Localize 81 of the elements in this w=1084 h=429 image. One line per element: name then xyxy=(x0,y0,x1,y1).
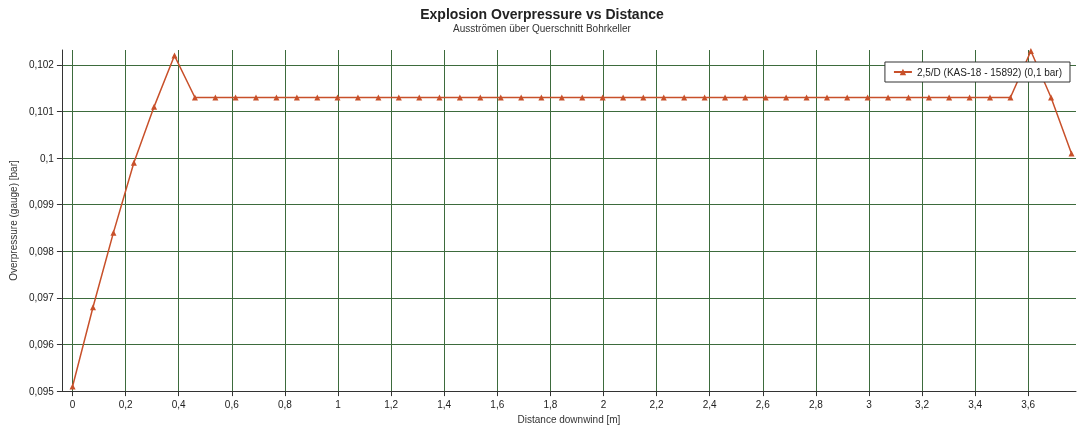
point xyxy=(1068,150,1075,157)
point xyxy=(905,94,912,101)
y-tick-label: 0,098 xyxy=(28,245,55,257)
point xyxy=(416,94,423,101)
point xyxy=(538,94,545,101)
point xyxy=(844,94,851,101)
x-axis-title: Distance downwind [m] xyxy=(517,413,621,425)
point xyxy=(456,94,463,101)
x-tick-label: 0,4 xyxy=(171,398,187,410)
point xyxy=(742,94,749,101)
x-tick-label: 3,6 xyxy=(1021,398,1036,410)
point xyxy=(191,94,198,101)
x-tick-label: 1,2 xyxy=(384,398,399,410)
x-tick-label: 1 xyxy=(335,398,342,410)
x-tick-label: 0,2 xyxy=(118,398,134,410)
point xyxy=(334,94,341,101)
point xyxy=(579,94,586,101)
x-tick-label: 3,4 xyxy=(968,398,983,410)
point xyxy=(314,94,321,101)
point xyxy=(130,159,137,166)
point xyxy=(925,94,932,101)
point xyxy=(212,94,219,101)
y-tick-label: 0,096 xyxy=(28,339,55,350)
point xyxy=(986,94,993,101)
point xyxy=(354,94,361,101)
x-tick-label: 2 xyxy=(600,398,607,410)
x-tick-label: 2,6 xyxy=(755,398,771,410)
point xyxy=(701,94,708,101)
x-tick-label: 1,6 xyxy=(490,398,505,410)
y-tick-label: 0,1 xyxy=(40,152,55,164)
point xyxy=(171,52,178,59)
point xyxy=(497,94,504,101)
y-tick-label: 0,101 xyxy=(28,106,55,118)
point xyxy=(558,94,565,101)
x-tick-label: 1,8 xyxy=(543,398,558,410)
point xyxy=(1048,94,1055,101)
point xyxy=(273,94,280,101)
point xyxy=(599,94,606,101)
point xyxy=(681,94,688,101)
point xyxy=(1007,94,1014,101)
point xyxy=(89,304,96,311)
y-tick-label: 0,102 xyxy=(28,59,55,71)
point xyxy=(823,94,830,101)
legend-label: 2,5/D (KAS-18 - 15892) (0,1 bar) xyxy=(916,66,1063,78)
y-tick-label: 0,095 xyxy=(28,385,55,397)
y-axis-title: Overpressure (gauge) [bar] xyxy=(7,160,19,281)
point xyxy=(477,94,484,101)
point xyxy=(232,94,239,101)
point xyxy=(864,94,871,101)
point xyxy=(151,103,158,110)
x-tick-label: 3,2 xyxy=(915,398,930,410)
point xyxy=(395,94,402,101)
point xyxy=(620,94,627,101)
point xyxy=(252,94,259,101)
x-tick-label: 2,8 xyxy=(808,398,824,410)
x-tick-label: 0,6 xyxy=(224,398,240,410)
chart-title: Explosion Overpressure vs Distance xyxy=(420,6,664,22)
point xyxy=(783,94,790,101)
x-tick-label: 1,4 xyxy=(437,398,452,410)
x-tick-label: 0,8 xyxy=(277,398,293,410)
y-tick-label: 0,097 xyxy=(28,292,55,304)
point xyxy=(660,94,667,101)
x-tick-label: 3 xyxy=(866,398,873,410)
point xyxy=(1027,47,1034,54)
point xyxy=(518,94,525,101)
x-tick-label: 2,4 xyxy=(702,398,718,410)
point xyxy=(803,94,810,101)
point xyxy=(293,94,300,101)
point xyxy=(946,94,953,101)
point xyxy=(375,94,382,101)
x-tick-label: 0 xyxy=(69,398,76,410)
chart-subtitle: Ausströmen über Querschnitt Bohrkeller xyxy=(453,22,632,34)
point xyxy=(885,94,892,101)
point xyxy=(762,94,769,101)
point xyxy=(966,94,973,101)
point xyxy=(640,94,647,101)
point xyxy=(722,94,729,101)
y-tick-label: 0,099 xyxy=(28,199,55,211)
x-tick-label: 2,2 xyxy=(649,398,664,410)
point xyxy=(436,94,443,101)
point xyxy=(110,229,117,236)
